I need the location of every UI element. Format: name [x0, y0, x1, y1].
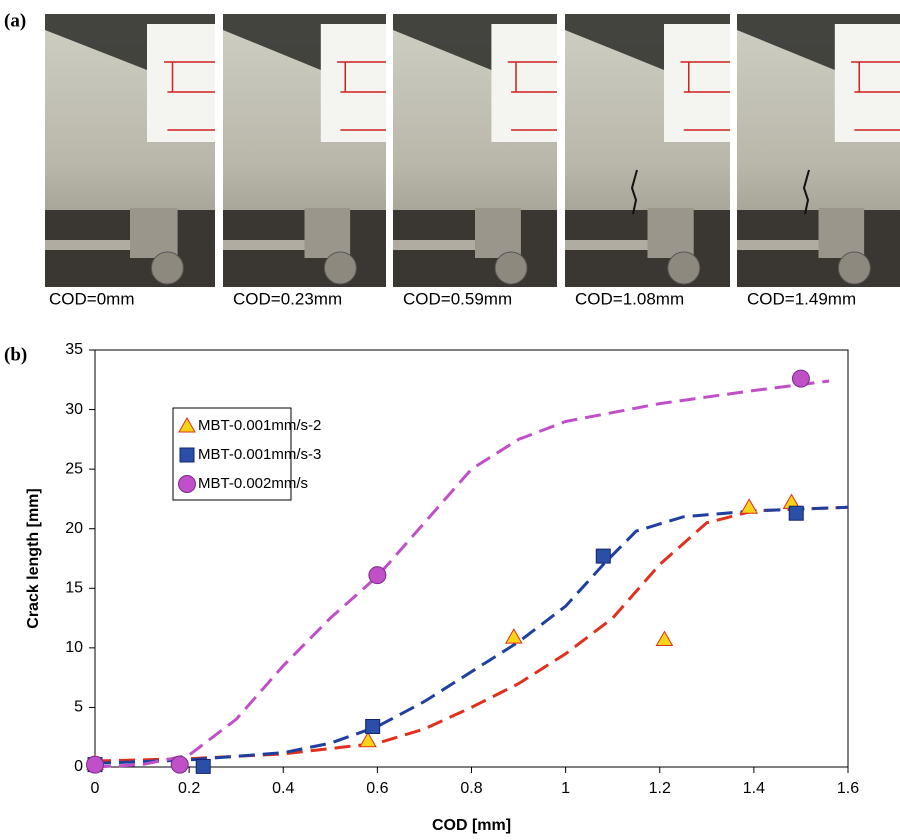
x-tick-label: 1.4: [743, 780, 765, 797]
marker-square: [195, 758, 211, 774]
marker-circle: [178, 475, 196, 493]
rod: [393, 240, 475, 250]
marker-triangle: [359, 731, 377, 748]
paper: [147, 24, 215, 142]
marker-triangle: [178, 416, 196, 433]
screw: [150, 251, 184, 285]
y-tick-label: 30: [65, 401, 83, 418]
photo: [45, 14, 215, 287]
y-axis-label: Crack length [mm]: [25, 488, 42, 628]
marker-square: [179, 447, 195, 463]
photo: [565, 14, 730, 287]
marker-circle: [86, 755, 104, 774]
x-tick-label: 0.4: [272, 780, 294, 797]
photo-caption: COD=1.49mm: [747, 289, 856, 308]
screw: [837, 251, 871, 285]
y-tick-label: 5: [74, 699, 83, 716]
fit-curve: [94, 505, 849, 763]
paper: [834, 24, 900, 142]
x-tick-label: 0.6: [366, 780, 388, 797]
screw: [667, 251, 701, 285]
y-tick-label: 0: [74, 758, 83, 775]
legend: MBT-0.001mm/s-2 MBT-0.001mm/s-3 MBT-0.002m…: [172, 407, 321, 501]
paper: [664, 24, 730, 142]
paper: [491, 24, 557, 142]
crack: [802, 169, 810, 215]
photo-caption: COD=0.23mm: [233, 289, 342, 308]
panel-label: (a): [4, 10, 26, 31]
paper-marks: [507, 61, 557, 131]
paper: [320, 24, 386, 142]
x-tick-label: 0: [91, 780, 100, 797]
marker-square: [595, 548, 611, 564]
x-tick-label: 1.2: [649, 780, 671, 797]
y-tick-label: 35: [65, 341, 83, 358]
clamp: [304, 208, 351, 258]
clamp: [475, 208, 521, 258]
marker-square: [788, 505, 804, 521]
rod: [737, 240, 819, 250]
marker-triangle: [655, 630, 674, 647]
legend-label: MBT-0.001mm/s-2: [198, 417, 321, 434]
screw: [494, 251, 528, 285]
marker-circle: [368, 566, 387, 585]
rod: [223, 240, 305, 250]
crack: [630, 169, 638, 215]
x-tick-label: 1.6: [837, 780, 859, 797]
y-tick-label: 15: [65, 580, 83, 597]
paper-marks: [851, 61, 900, 131]
photo-caption: COD=1.08mm: [575, 289, 684, 308]
rod: [45, 240, 130, 250]
x-tick-label: 0.2: [178, 780, 200, 797]
marker-circle: [170, 755, 189, 774]
panel-label: (b): [4, 344, 27, 365]
y-tick-label: 25: [65, 460, 83, 477]
marker-circle: [791, 369, 810, 388]
x-axis-label: COD [mm]: [432, 817, 511, 834]
clamp: [130, 208, 178, 258]
y-tick-label: 10: [65, 639, 83, 656]
clamp: [647, 208, 694, 258]
paper-marks: [680, 61, 730, 131]
legend-label: MBT-0.002mm/s: [198, 475, 308, 492]
paper-marks: [337, 61, 386, 131]
paper-marks: [164, 61, 215, 131]
fit-curve: [94, 505, 849, 765]
photo: [393, 14, 557, 287]
marker-triangle: [740, 498, 759, 514]
screw: [323, 251, 357, 285]
fit-curve: [94, 379, 830, 769]
marker-square: [365, 718, 381, 734]
photo: [737, 14, 900, 287]
x-tick-label: 1: [561, 780, 570, 797]
photo: [223, 14, 386, 287]
clamp: [818, 208, 865, 258]
photo-caption: COD=0.59mm: [403, 289, 512, 308]
legend-label: MBT-0.001mm/s-3: [198, 446, 321, 463]
x-tick-label: 0.8: [460, 780, 482, 797]
photo-caption: COD=0mm: [49, 289, 134, 308]
y-tick-label: 20: [65, 520, 83, 537]
marker-triangle: [504, 628, 523, 644]
rod: [565, 240, 648, 250]
